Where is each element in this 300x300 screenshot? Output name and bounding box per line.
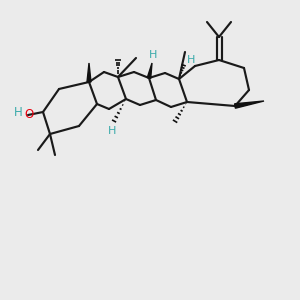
Polygon shape: [147, 63, 152, 78]
Text: H: H: [187, 55, 195, 65]
Text: H: H: [14, 106, 22, 119]
Polygon shape: [87, 63, 91, 82]
Text: O: O: [24, 109, 34, 122]
Text: H: H: [149, 50, 157, 60]
Text: H: H: [108, 126, 116, 136]
Polygon shape: [235, 101, 264, 108]
